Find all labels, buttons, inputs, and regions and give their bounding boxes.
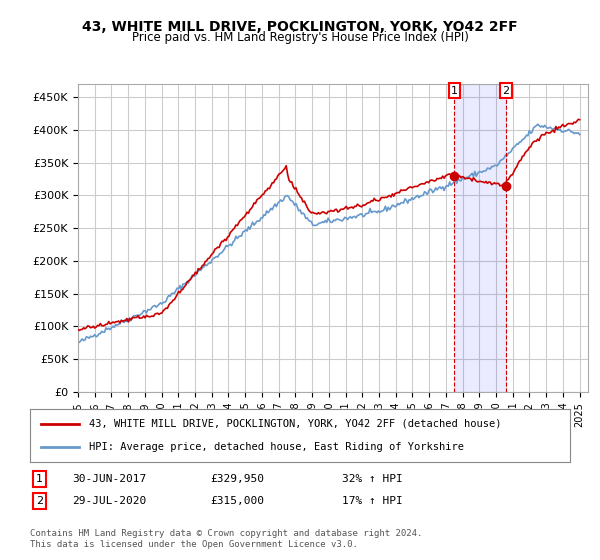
Text: 1: 1 [36,474,43,484]
Text: 2: 2 [36,496,43,506]
Text: Price paid vs. HM Land Registry's House Price Index (HPI): Price paid vs. HM Land Registry's House … [131,31,469,44]
Text: 2: 2 [502,86,509,96]
Text: 29-JUL-2020: 29-JUL-2020 [72,496,146,506]
Text: 30-JUN-2017: 30-JUN-2017 [72,474,146,484]
Text: 1: 1 [451,86,458,96]
Text: 32% ↑ HPI: 32% ↑ HPI [342,474,403,484]
Text: £315,000: £315,000 [210,496,264,506]
Text: 43, WHITE MILL DRIVE, POCKLINGTON, YORK, YO42 2FF (detached house): 43, WHITE MILL DRIVE, POCKLINGTON, YORK,… [89,419,502,429]
Text: £329,950: £329,950 [210,474,264,484]
Text: 17% ↑ HPI: 17% ↑ HPI [342,496,403,506]
Text: 43, WHITE MILL DRIVE, POCKLINGTON, YORK, YO42 2FF: 43, WHITE MILL DRIVE, POCKLINGTON, YORK,… [82,20,518,34]
Text: HPI: Average price, detached house, East Riding of Yorkshire: HPI: Average price, detached house, East… [89,442,464,452]
Text: Contains HM Land Registry data © Crown copyright and database right 2024.
This d: Contains HM Land Registry data © Crown c… [30,529,422,549]
